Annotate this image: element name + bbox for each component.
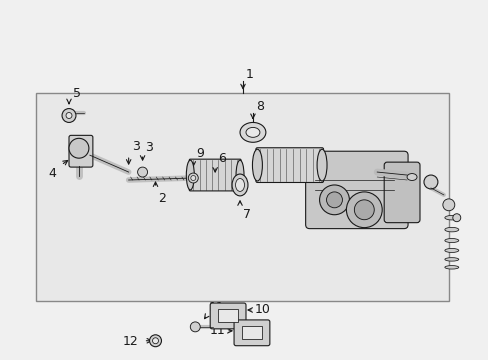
Ellipse shape <box>444 216 458 220</box>
Text: 4: 4 <box>48 167 56 180</box>
Circle shape <box>188 173 198 183</box>
Ellipse shape <box>235 179 244 192</box>
Ellipse shape <box>252 149 262 181</box>
FancyBboxPatch shape <box>189 159 241 191</box>
Text: 2: 2 <box>158 192 166 205</box>
FancyBboxPatch shape <box>210 303 245 329</box>
Text: 10: 10 <box>254 303 270 316</box>
Text: 12: 12 <box>122 335 138 348</box>
Text: 9: 9 <box>196 147 203 160</box>
Text: 11: 11 <box>209 324 224 337</box>
Circle shape <box>354 200 373 220</box>
Text: 6: 6 <box>218 152 225 165</box>
Ellipse shape <box>236 160 244 190</box>
Circle shape <box>319 185 349 215</box>
FancyBboxPatch shape <box>255 148 323 183</box>
Text: 3: 3 <box>131 140 139 153</box>
Circle shape <box>452 214 460 222</box>
Text: 3: 3 <box>145 141 153 154</box>
Circle shape <box>69 138 89 158</box>
Bar <box>36 93 448 301</box>
Circle shape <box>326 192 342 208</box>
Circle shape <box>152 338 158 344</box>
FancyBboxPatch shape <box>305 151 407 229</box>
Text: 1: 1 <box>245 68 253 81</box>
Ellipse shape <box>444 266 458 269</box>
Text: 8: 8 <box>255 99 264 113</box>
Circle shape <box>66 113 72 118</box>
Text: 7: 7 <box>243 208 250 221</box>
Circle shape <box>62 109 76 122</box>
FancyBboxPatch shape <box>384 162 419 223</box>
FancyBboxPatch shape <box>234 320 269 346</box>
Text: 11: 11 <box>208 301 224 314</box>
Circle shape <box>149 335 161 347</box>
Bar <box>218 309 238 322</box>
Ellipse shape <box>240 122 265 142</box>
Ellipse shape <box>232 174 247 196</box>
Ellipse shape <box>316 149 326 181</box>
Ellipse shape <box>444 228 458 232</box>
Bar <box>242 326 262 339</box>
Circle shape <box>190 322 200 332</box>
Ellipse shape <box>444 258 458 261</box>
Ellipse shape <box>245 127 260 137</box>
Circle shape <box>190 176 195 180</box>
Ellipse shape <box>444 248 458 252</box>
FancyBboxPatch shape <box>69 135 93 167</box>
Ellipse shape <box>406 174 416 180</box>
Circle shape <box>423 175 437 189</box>
Text: 5: 5 <box>73 87 81 100</box>
Circle shape <box>346 192 382 228</box>
Circle shape <box>137 167 147 177</box>
Ellipse shape <box>186 160 194 190</box>
Ellipse shape <box>444 239 458 243</box>
Circle shape <box>442 199 454 211</box>
